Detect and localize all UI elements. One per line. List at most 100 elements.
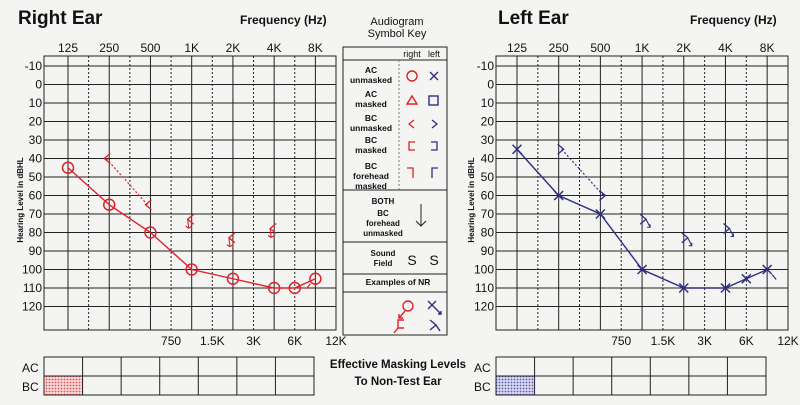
bc-masking-fill bbox=[44, 376, 83, 395]
masking-grid-right: AC BC bbox=[22, 356, 315, 396]
y-tick-label: 50 bbox=[481, 170, 495, 184]
x-bottom-tick-label: 12K bbox=[777, 334, 798, 348]
y-tick-label: 20 bbox=[481, 115, 495, 129]
key-sound-field-label-1: Sound bbox=[371, 249, 396, 258]
key-col-right: right bbox=[403, 49, 421, 59]
x-bottom-tick-label: 1.5K bbox=[200, 334, 225, 348]
key-row-label: masked bbox=[355, 145, 387, 155]
bc-unmasked-point bbox=[227, 232, 236, 244]
key-both-label-4: unmasked bbox=[363, 229, 403, 238]
bc-masking-fill bbox=[496, 376, 535, 395]
key-col-left: left bbox=[428, 49, 441, 59]
y-tick-label: 10 bbox=[29, 96, 43, 110]
bc-series-line bbox=[105, 158, 148, 206]
x-top-tick-label: 500 bbox=[590, 41, 610, 55]
sound-field-right-icon: S bbox=[407, 252, 416, 268]
y-tick-label: 30 bbox=[481, 133, 495, 147]
ac-unmasked-left-icon bbox=[429, 71, 439, 81]
bc-unmasked-point bbox=[557, 143, 565, 155]
nr-ac-right-icon bbox=[402, 300, 414, 312]
y-tick-label: 10 bbox=[481, 96, 495, 110]
key-nr-examples bbox=[393, 300, 442, 334]
y-tick-label: 70 bbox=[29, 207, 43, 221]
y-tick-label: 100 bbox=[22, 263, 42, 277]
nr-ac-left-icon bbox=[427, 300, 442, 315]
masking-title-2: To Non-Test Ear bbox=[354, 376, 442, 388]
y-tick-label: 110 bbox=[475, 281, 494, 295]
key-both-label-1: BOTH bbox=[372, 197, 395, 206]
y-tick-label: 20 bbox=[29, 115, 43, 129]
x-top-tick-label: 250 bbox=[99, 41, 119, 55]
key-table bbox=[342, 46, 448, 336]
x-bottom-tick-label: 750 bbox=[161, 334, 181, 348]
bc-forehead-masked-left-icon bbox=[431, 167, 438, 178]
right-ear-ylabel: Hearing Level in dBHL bbox=[16, 157, 25, 242]
y-tick-label: 40 bbox=[29, 152, 43, 166]
ac-unmasked-point bbox=[553, 190, 564, 201]
key-row-label: unmasked bbox=[350, 123, 392, 133]
right-ear-bottom-ticks: 750 1.5K 3K 6K 12K bbox=[161, 334, 347, 348]
left-ear-xlabel: Frequency (Hz) bbox=[690, 13, 777, 27]
ac-unmasked-point bbox=[309, 272, 322, 285]
y-tick-label: 0 bbox=[35, 78, 42, 92]
bc-masked-right-icon bbox=[408, 141, 415, 151]
left-ear-title: Left Ear bbox=[498, 8, 569, 29]
x-top-tick-label: 4K bbox=[718, 41, 733, 55]
y-tick-label: 70 bbox=[481, 207, 495, 221]
y-tick-label: 90 bbox=[481, 244, 495, 258]
ac-unmasked-point bbox=[288, 281, 302, 295]
key-title-line1: Audiogram bbox=[370, 16, 423, 28]
key-nr-title: Examples of NR bbox=[366, 277, 431, 287]
bc-series-line bbox=[561, 148, 604, 196]
key-row-label: unmasked bbox=[350, 75, 392, 85]
bc-unmasked-point bbox=[103, 153, 111, 164]
bc-unmasked-point bbox=[681, 232, 689, 244]
x-top-tick-label: 8K bbox=[308, 41, 323, 55]
ac-unmasked-point bbox=[720, 282, 731, 294]
key-row-label: masked bbox=[355, 99, 387, 109]
no-response-arrow bbox=[728, 228, 735, 238]
x-bottom-tick-label: 6K bbox=[739, 334, 754, 348]
ac-unmasked-point bbox=[267, 281, 281, 295]
nr-bc-unmasked-left-icon bbox=[429, 319, 441, 332]
y-tick-label: 120 bbox=[22, 300, 42, 314]
key-row-label: masked bbox=[355, 181, 387, 191]
x-bottom-tick-label: 750 bbox=[611, 334, 631, 348]
key-row-label: AC bbox=[365, 65, 377, 75]
no-response-arrow bbox=[645, 219, 651, 228]
key-frame bbox=[342, 46, 448, 336]
symbol-key: Audiogram Symbol Key right left ACunmask… bbox=[342, 16, 448, 336]
no-response-arrow bbox=[305, 283, 311, 290]
left-ear-ylabel: Hearing Level in dBHL bbox=[467, 157, 476, 242]
masking-row-label: AC bbox=[22, 361, 39, 375]
left-ear-top-ticks: 125 250 500 1K 2K 4K 8K bbox=[507, 41, 775, 55]
bc-unmasked-point bbox=[639, 213, 648, 225]
no-response-arrow bbox=[267, 228, 275, 239]
ac-unmasked-point bbox=[637, 264, 648, 275]
y-tick-label: 50 bbox=[29, 170, 43, 184]
ac-masked-left-icon bbox=[428, 95, 439, 106]
bc-forehead-masked-right-icon bbox=[407, 167, 414, 178]
x-bottom-tick-label: 1.5K bbox=[651, 334, 676, 348]
ac-unmasked-point bbox=[678, 282, 689, 294]
right-ear-xlabel: Frequency (Hz) bbox=[240, 13, 327, 27]
key-both-label-3: forehead bbox=[366, 219, 400, 228]
masking-title-1: Effective Masking Levels bbox=[330, 359, 466, 371]
key-row-label: forehead bbox=[353, 171, 389, 181]
ac-series-line bbox=[67, 167, 316, 289]
left-ear-bottom-ticks: 750 1.5K 3K 6K 12K bbox=[611, 334, 798, 348]
left-ear-marks bbox=[511, 143, 777, 294]
bc-unmasked-point bbox=[186, 213, 195, 225]
ac-unmasked-right-icon bbox=[406, 70, 418, 82]
no-response-arrow bbox=[687, 237, 693, 247]
ac-unmasked-point bbox=[741, 273, 752, 284]
nr-ac-right-arrow-icon bbox=[398, 310, 406, 319]
y-tick-label: 0 bbox=[487, 78, 494, 92]
x-bottom-tick-label: 12K bbox=[325, 334, 346, 348]
x-top-tick-label: 8K bbox=[760, 41, 775, 55]
y-tick-label: 120 bbox=[474, 300, 494, 314]
x-top-tick-label: 4K bbox=[267, 41, 282, 55]
x-bottom-tick-label: 3K bbox=[697, 334, 712, 348]
nr-bc-masked-right-icon bbox=[393, 319, 404, 334]
y-tick-label: 110 bbox=[23, 281, 42, 295]
